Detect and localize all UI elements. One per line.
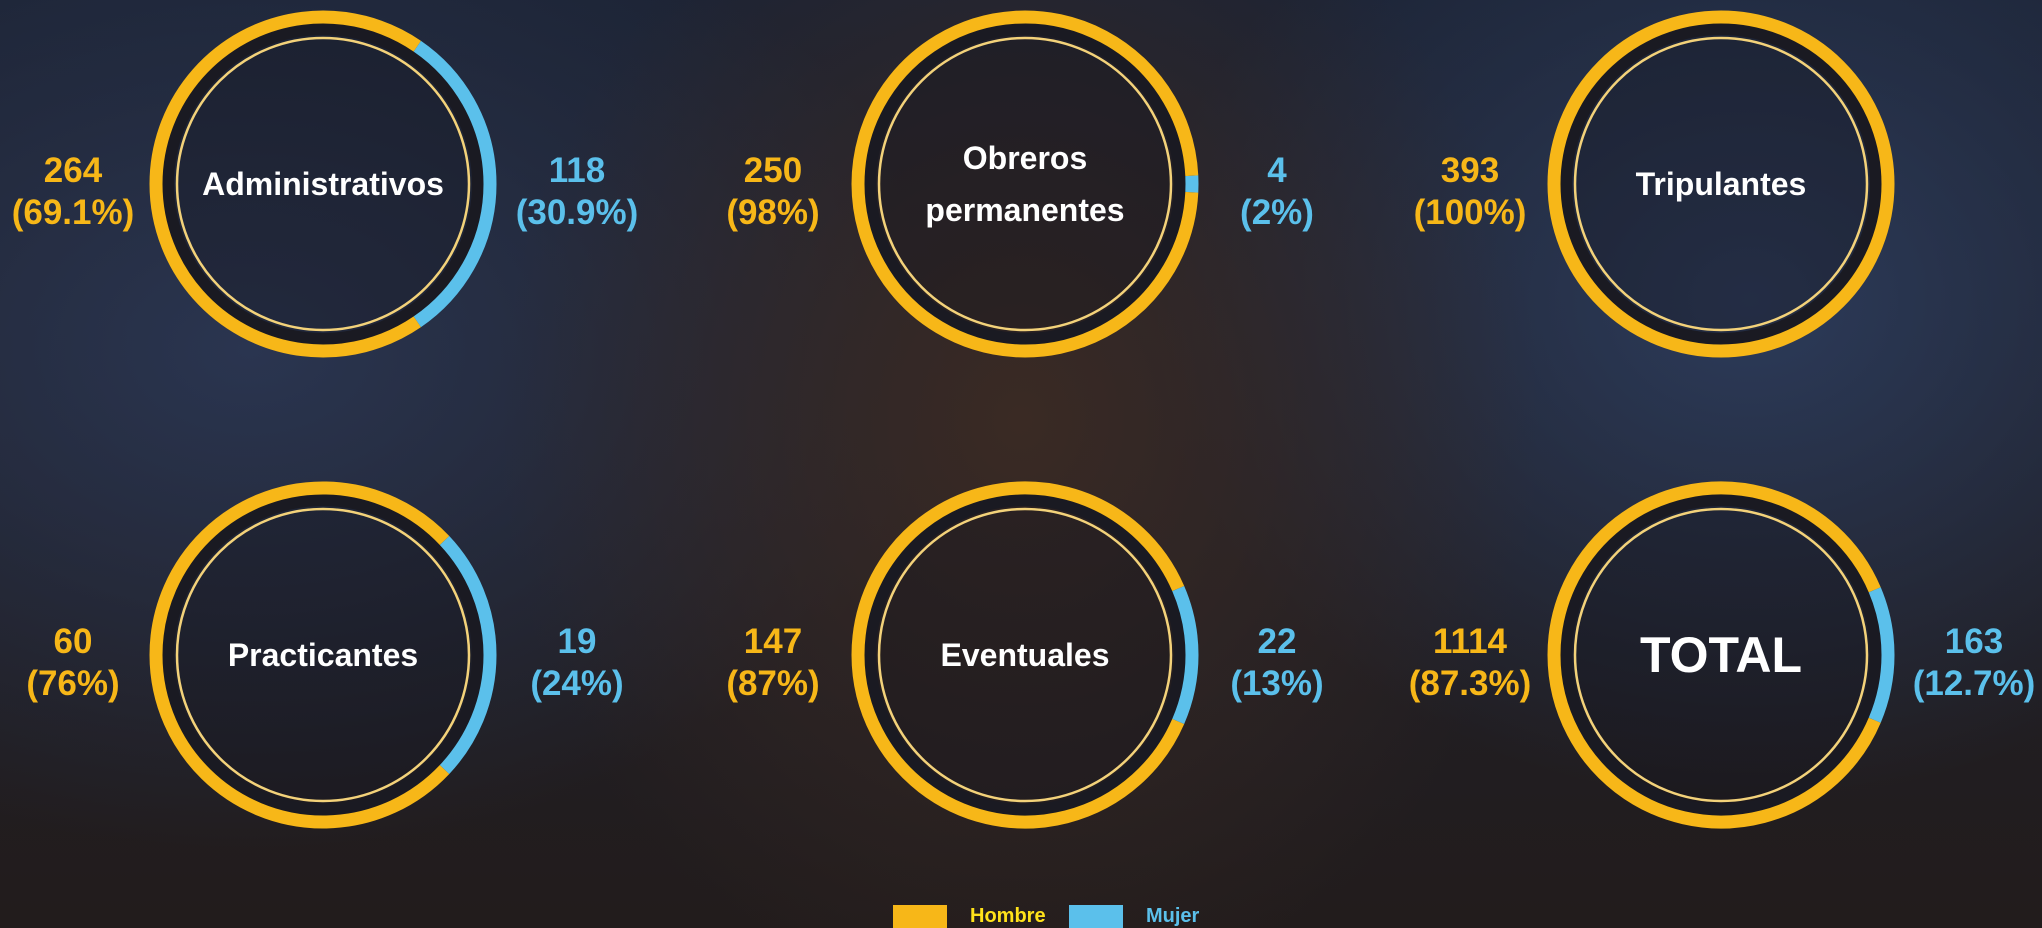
count-label: 1114: [1433, 622, 1507, 661]
data-label: 163 (12.7%): [1913, 621, 2036, 705]
percent-label: (87%): [726, 664, 820, 703]
count-label: 250: [743, 151, 803, 190]
donut-segment: [1547, 10, 1895, 358]
count-label: 22: [1257, 622, 1297, 661]
percent-label: (98%): [726, 193, 820, 232]
data-label: 4 (2%): [1240, 150, 1314, 234]
count-label: 264: [43, 151, 103, 190]
category-label: Tripulantes: [1635, 166, 1807, 202]
donut-segment: [149, 481, 450, 829]
percent-label: (24%): [530, 664, 624, 703]
percent-label: (13%): [1230, 664, 1324, 703]
count-label: 60: [53, 622, 93, 661]
ring-base: [860, 19, 1190, 349]
donut-segment: [1172, 586, 1199, 724]
count-label: 393: [1440, 151, 1500, 190]
data-label: 1114 (87.3%): [1409, 621, 1532, 705]
data-label: 250 (98%): [726, 150, 819, 234]
category-label: Eventuales: [940, 637, 1110, 673]
percent-label: (87.3%): [1408, 664, 1532, 703]
ring-base: [1556, 490, 1886, 820]
count-label: 19: [557, 622, 597, 661]
inner-ring: [1573, 36, 1869, 332]
percent-label: (2%): [1240, 193, 1314, 232]
percent-label: (69.1%): [11, 193, 135, 232]
donut-segment: [439, 536, 497, 774]
count-label: 147: [743, 622, 803, 661]
inner-ring: [175, 507, 471, 803]
count-label: 163: [1944, 622, 2004, 661]
ring-base: [1556, 19, 1886, 349]
data-label: 393 (100%): [1414, 150, 1527, 234]
ring-base: [860, 490, 1190, 820]
percent-label: (12.7%): [1912, 664, 2036, 703]
category-label: TOTAL: [1639, 627, 1802, 683]
category-label: Practicantes: [227, 637, 419, 673]
category-label: Obreros permanentes: [925, 140, 1125, 228]
legend-swatch: [1069, 905, 1123, 928]
ring-base: [158, 490, 488, 820]
count-label: 4: [1267, 151, 1287, 190]
donut-segment: [851, 10, 1199, 358]
donut-segment: [1547, 481, 1881, 829]
data-label: 147 (87%): [726, 621, 819, 705]
inner-ring: [175, 36, 471, 332]
donut-segment: [149, 10, 422, 358]
inner-ring: [877, 36, 1173, 332]
data-label: 60 (76%): [26, 621, 119, 705]
percent-label: (30.9%): [515, 193, 639, 232]
data-label: 19 (24%): [530, 621, 623, 705]
percent-label: (100%): [1413, 193, 1527, 232]
ring-base: [158, 19, 488, 349]
inner-ring: [877, 507, 1173, 803]
data-label: 118 (30.9%): [516, 150, 639, 234]
legend-label: Hombre: [970, 905, 1046, 927]
donut-segment: [1868, 587, 1895, 723]
donut-segment: [851, 481, 1185, 829]
donut-segment: [413, 40, 497, 328]
data-label: 264 (69.1%): [12, 150, 135, 234]
legend-label: Mujer: [1146, 905, 1200, 927]
inner-ring: [1573, 507, 1869, 803]
category-label: Administrativos: [202, 166, 444, 202]
legend-swatch: [893, 905, 947, 928]
data-label: 22 (13%): [1230, 621, 1323, 705]
percent-label: (76%): [26, 664, 120, 703]
count-label: 118: [548, 151, 606, 190]
